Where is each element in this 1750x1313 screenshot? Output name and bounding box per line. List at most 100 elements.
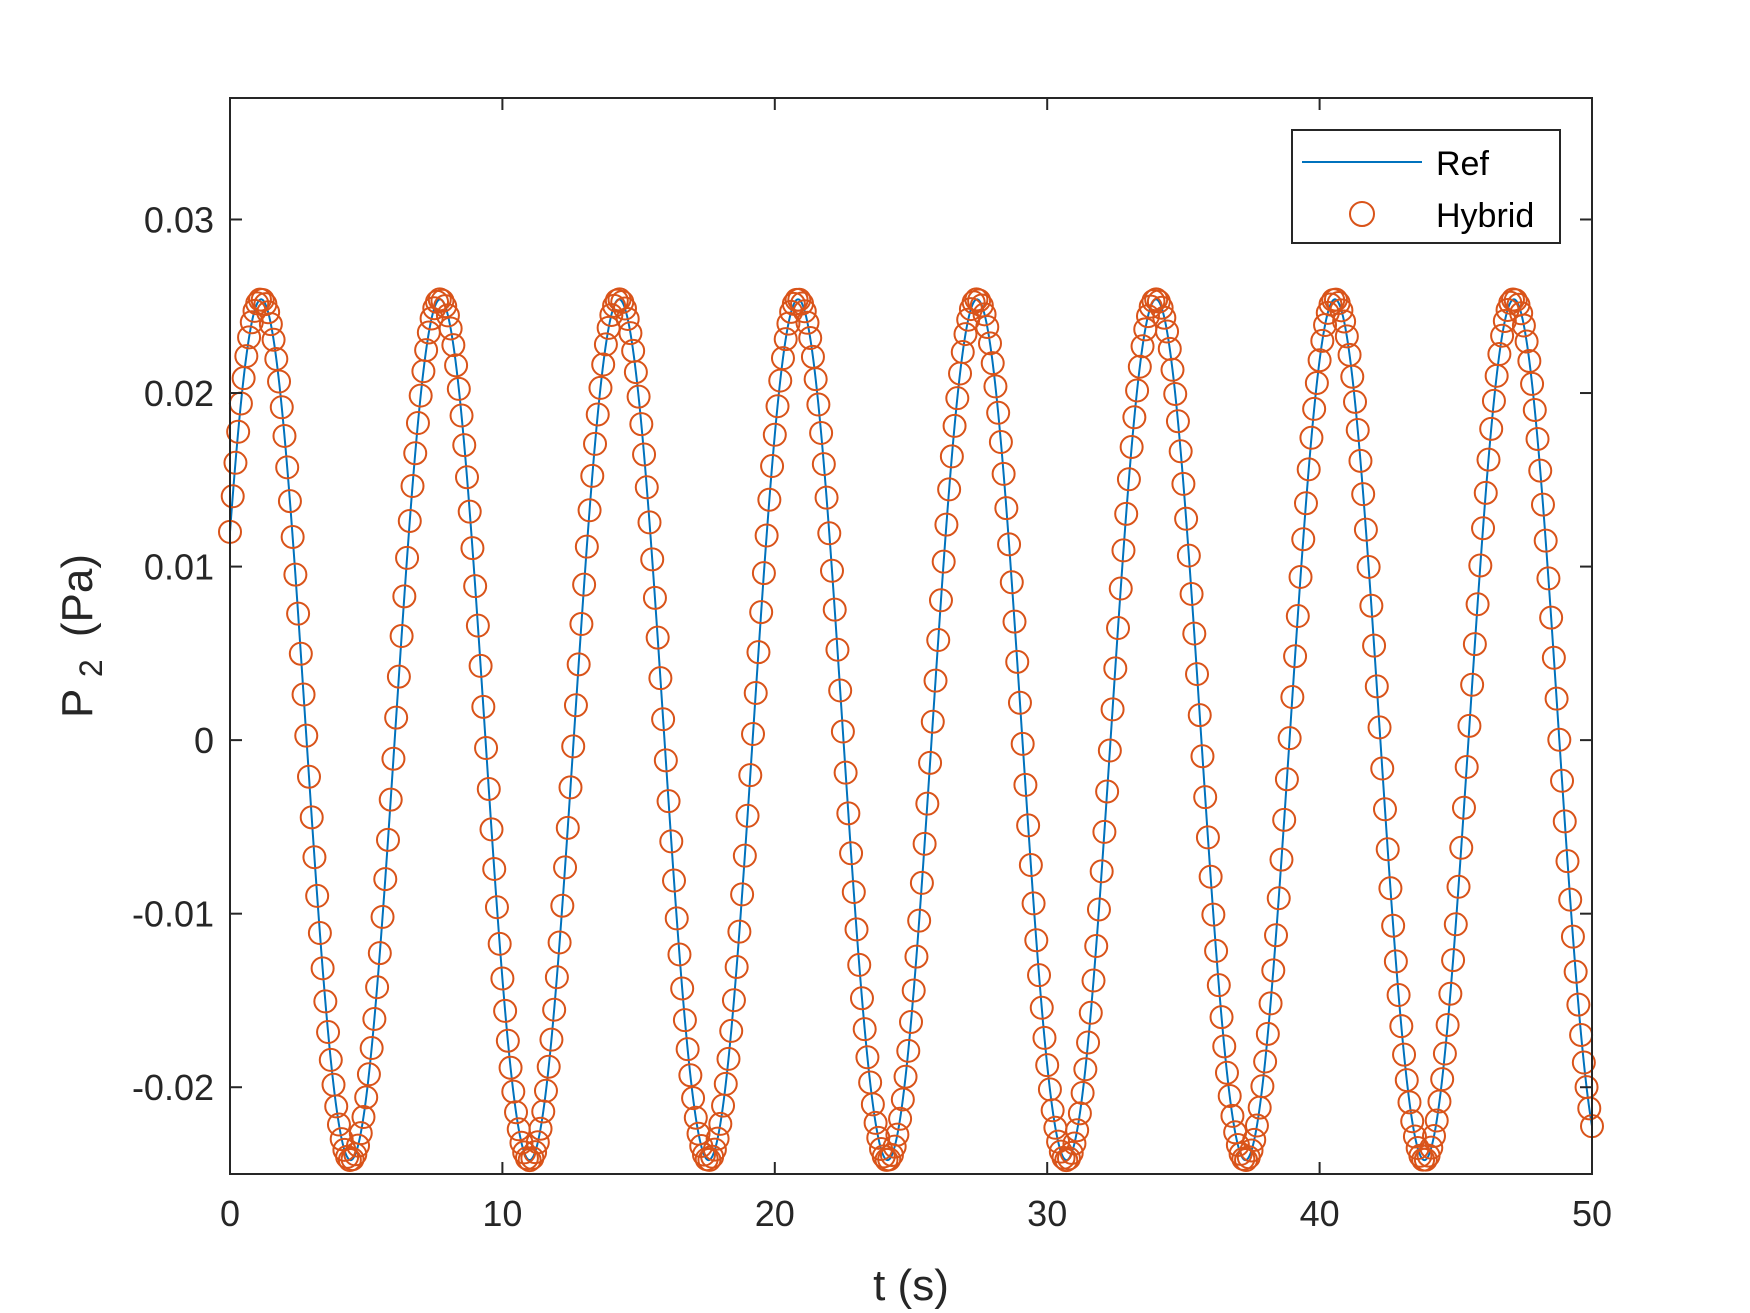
hybrid-point — [849, 986, 874, 1011]
hybrid-point — [1299, 425, 1324, 450]
hybrid-point — [1280, 685, 1305, 710]
hybrid-point — [1081, 968, 1106, 993]
hybrid-point — [798, 326, 823, 351]
hybrid-point — [1212, 1034, 1237, 1059]
hybrid-point — [817, 521, 842, 546]
hybrid-point — [430, 288, 455, 313]
hybrid-point — [721, 988, 746, 1013]
hybrid-point — [1479, 416, 1504, 441]
hybrid-point — [1220, 1103, 1245, 1128]
hybrid-point — [392, 584, 417, 609]
hybrid-point — [915, 791, 940, 816]
hybrid-point — [809, 420, 834, 445]
legend-hybrid-marker — [1349, 201, 1375, 227]
hybrid-point — [267, 369, 292, 394]
hybrid-point — [1356, 554, 1381, 579]
hybrid-point — [1016, 813, 1041, 838]
hybrid-point — [1165, 409, 1190, 434]
hybrid-point — [645, 625, 670, 650]
hybrid-point — [1114, 501, 1139, 526]
hybrid-point — [1577, 1096, 1602, 1121]
hybrid-point — [1563, 959, 1588, 984]
hybrid-point — [484, 895, 509, 920]
hybrid-point — [836, 801, 861, 826]
hybrid-point — [1465, 592, 1490, 617]
x-tick-label: 50 — [1572, 1193, 1612, 1234]
hybrid-point — [928, 588, 953, 613]
hybrid-point — [452, 433, 477, 458]
hybrid-point — [1400, 1109, 1425, 1134]
hybrid-point — [1490, 323, 1515, 348]
hybrid-point — [1370, 756, 1395, 781]
hybrid-point — [408, 383, 433, 408]
hybrid-point — [1381, 913, 1406, 938]
hybrid-point — [634, 475, 659, 500]
hybrid-point — [563, 693, 588, 718]
hybrid-point — [1163, 381, 1188, 406]
hybrid-point — [324, 1094, 349, 1119]
hybrid-point — [623, 360, 648, 385]
hybrid-point — [1288, 564, 1313, 589]
legend: Ref Hybrid — [1291, 129, 1561, 244]
hybrid-point — [1070, 1080, 1095, 1105]
hybrid-point — [730, 882, 755, 907]
hybrid-point — [438, 316, 463, 341]
hybrid-point — [1190, 744, 1215, 769]
hybrid-point — [1503, 288, 1528, 313]
hybrid-point — [1065, 1118, 1090, 1143]
hybrid-point — [550, 893, 575, 918]
hybrid-point — [1438, 981, 1463, 1006]
hybrid-point — [1329, 298, 1354, 323]
hybrid-point — [381, 746, 406, 771]
hybrid-point — [1517, 349, 1542, 374]
hybrid-point — [738, 763, 763, 788]
hybrid-point — [474, 736, 499, 760]
hybrid-point — [533, 1078, 558, 1103]
hybrid-point — [487, 931, 512, 956]
y-tick-label: 0.03 — [144, 199, 214, 240]
hybrid-point — [814, 485, 839, 510]
hybrid-point — [980, 351, 1005, 376]
hybrid-point — [972, 302, 997, 327]
hybrid-point — [732, 843, 757, 868]
hybrid-point — [615, 306, 640, 331]
y-tick-label: -0.02 — [132, 1067, 214, 1108]
hybrid-point — [1206, 973, 1231, 998]
hybrid-point — [811, 452, 836, 477]
hybrid-point — [1018, 853, 1043, 878]
hybrid-point — [302, 845, 327, 870]
hybrid-point — [403, 441, 428, 466]
hybrid-point — [365, 975, 390, 1000]
hybrid-point — [1481, 388, 1506, 413]
hybrid-point — [1386, 983, 1411, 1007]
hybrid-point — [504, 1100, 529, 1125]
hybrid-point — [591, 352, 616, 377]
hybrid-point — [1193, 785, 1218, 810]
hybrid-point — [1274, 767, 1299, 792]
hybrid-point — [1062, 1131, 1087, 1156]
hybrid-point — [1318, 292, 1343, 317]
hybrid-point — [482, 856, 507, 881]
hybrid-point — [1340, 364, 1365, 389]
hybrid-point — [1487, 342, 1512, 367]
hybrid-point — [234, 344, 259, 369]
hybrid-point — [574, 534, 599, 559]
hybrid-point — [1122, 405, 1147, 430]
hybrid-point — [1217, 1084, 1242, 1108]
hybrid-point — [975, 314, 1000, 339]
hybrid-point — [283, 562, 308, 587]
hybrid-point — [1056, 1146, 1081, 1171]
hybrid-point — [310, 956, 335, 981]
hybrid-point — [1430, 1067, 1455, 1092]
hybrid-point — [1392, 1042, 1417, 1067]
hybrid-point — [934, 512, 959, 537]
hybrid-point — [662, 868, 687, 893]
hybrid-point — [269, 395, 294, 420]
hybrid-point — [1201, 902, 1226, 927]
hybrid-point — [1492, 308, 1517, 333]
hybrid-point — [525, 1130, 550, 1155]
hybrid-point — [468, 653, 493, 678]
hybrid-point — [1547, 727, 1572, 752]
legend-ref-label: Ref — [1436, 145, 1489, 183]
hybrid-point — [877, 1147, 902, 1172]
